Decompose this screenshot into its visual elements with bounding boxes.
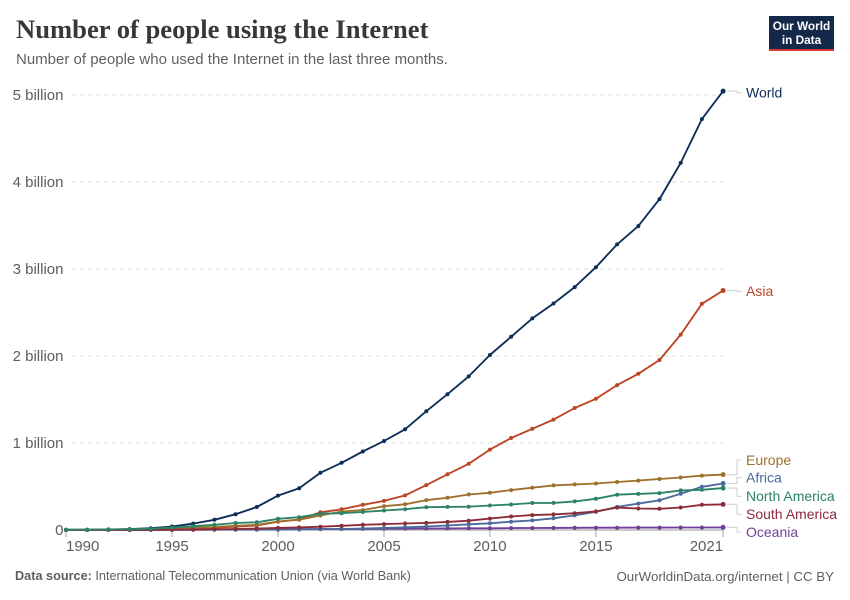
svg-text:World: World — [746, 85, 782, 101]
svg-text:2021: 2021 — [690, 538, 723, 555]
svg-text:0: 0 — [55, 522, 63, 539]
svg-text:2005: 2005 — [367, 538, 400, 555]
svg-text:1990: 1990 — [66, 538, 99, 555]
svg-text:3 billion: 3 billion — [13, 261, 64, 278]
svg-text:North America: North America — [746, 488, 835, 504]
svg-text:1 billion: 1 billion — [13, 435, 64, 452]
svg-text:1995: 1995 — [155, 538, 188, 555]
svg-text:Europe: Europe — [746, 452, 791, 468]
svg-text:2015: 2015 — [579, 538, 612, 555]
svg-text:South America: South America — [746, 506, 837, 522]
svg-text:4 billion: 4 billion — [13, 174, 64, 191]
svg-text:2010: 2010 — [473, 538, 506, 555]
svg-text:2 billion: 2 billion — [13, 348, 64, 365]
svg-text:2000: 2000 — [261, 538, 294, 555]
svg-text:Africa: Africa — [746, 469, 782, 485]
svg-text:Oceania: Oceania — [746, 524, 798, 540]
svg-text:5 billion: 5 billion — [13, 87, 64, 104]
svg-text:Asia: Asia — [746, 283, 773, 299]
